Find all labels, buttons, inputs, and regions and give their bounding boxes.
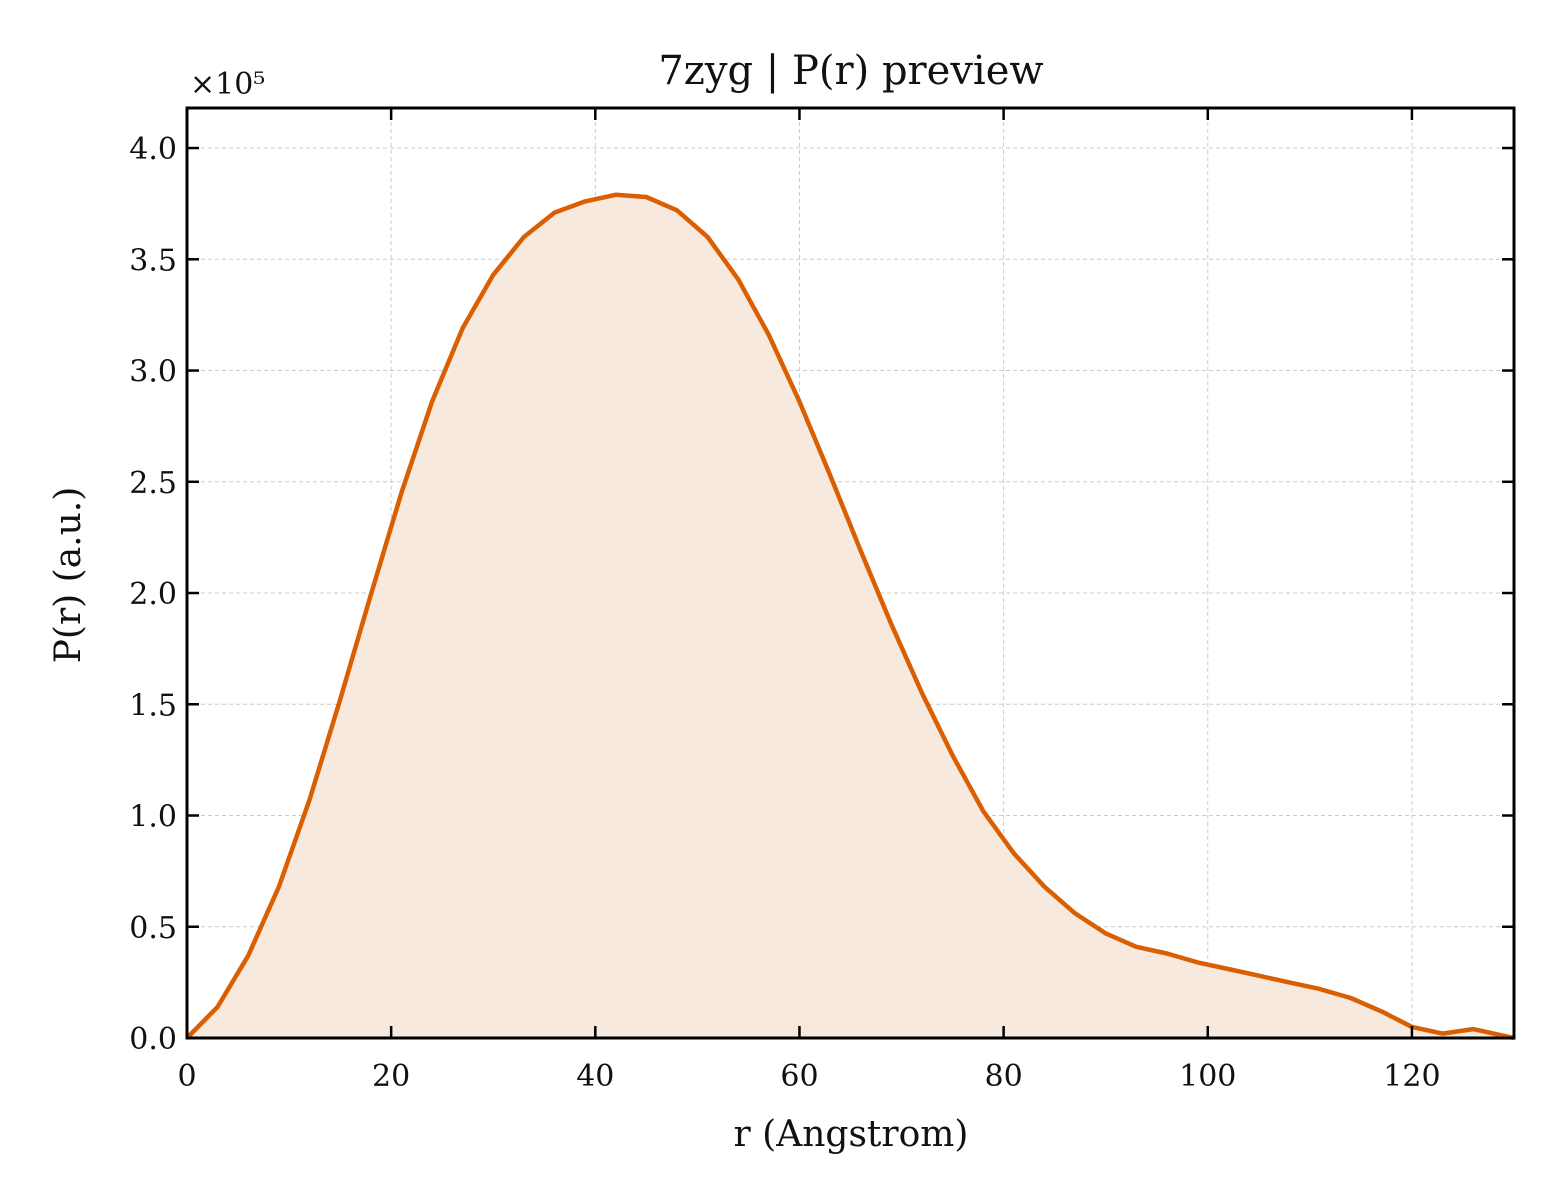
data-point — [400, 491, 403, 494]
pr-series-line — [185, 192, 1515, 1041]
y-tick-label: 0.5 — [129, 911, 177, 946]
axis-ticks: 0 20 40 60 80 100 120 0.0 0.5 1.0 1.5 2.0 2.5 3.0 3.5 4… — [129, 108, 1514, 1094]
data-point — [1380, 1010, 1383, 1013]
y-tick-label: 0.0 — [129, 1022, 177, 1057]
x-tick-label: 20 — [372, 1059, 410, 1094]
data-point — [1441, 1032, 1444, 1035]
y-axis-label: P(r) (a.u.) — [48, 487, 89, 664]
data-point — [645, 195, 648, 198]
data-point — [492, 273, 495, 276]
data-point — [982, 810, 985, 813]
data-point — [890, 623, 893, 626]
data-point — [737, 278, 740, 281]
y-tick-label: 1.5 — [129, 688, 177, 723]
data-point — [1349, 996, 1352, 999]
x-tick-label: 100 — [1179, 1059, 1236, 1094]
data-point — [951, 754, 954, 757]
data-point — [339, 698, 342, 701]
x-tick-label: 0 — [177, 1059, 196, 1094]
y-tick-label: 1.0 — [129, 800, 177, 835]
data-point — [1196, 961, 1199, 964]
data-point — [1012, 852, 1015, 855]
data-point — [216, 1005, 219, 1008]
data-point — [675, 209, 678, 212]
y-multiplier-label: ×10⁵ — [190, 67, 265, 102]
chart-title: 7zyg | P(r) preview — [658, 48, 1043, 94]
data-point — [308, 798, 311, 801]
data-point — [1043, 885, 1046, 888]
data-point — [767, 333, 770, 336]
x-tick-label: 80 — [985, 1059, 1023, 1094]
data-point — [1165, 952, 1168, 955]
x-tick-label: 60 — [780, 1059, 818, 1094]
data-point — [1135, 945, 1138, 948]
data-point — [369, 594, 372, 597]
data-point — [920, 692, 923, 695]
data-point — [1257, 974, 1260, 977]
x-tick-label: 40 — [576, 1059, 614, 1094]
data-point — [522, 236, 525, 239]
data-point — [1227, 968, 1230, 971]
data-point — [247, 954, 250, 957]
y-tick-label: 2.5 — [129, 466, 177, 501]
data-point — [553, 211, 556, 214]
data-point — [461, 327, 464, 330]
x-tick-label: 120 — [1383, 1059, 1440, 1094]
data-point — [584, 200, 587, 203]
data-point — [614, 193, 617, 196]
data-point — [859, 549, 862, 552]
y-tick-label: 4.0 — [129, 132, 177, 167]
data-point — [1104, 932, 1107, 935]
y-tick-label: 3.0 — [129, 355, 177, 390]
data-point — [829, 474, 832, 477]
data-point — [798, 400, 801, 403]
data-point — [1472, 1028, 1475, 1031]
data-point — [430, 400, 433, 403]
y-tick-label: 2.0 — [129, 577, 177, 612]
data-point — [706, 236, 709, 239]
y-tick-label: 3.5 — [129, 243, 177, 278]
data-point — [277, 885, 280, 888]
pr-area-fill — [187, 194, 1514, 1039]
x-axis-label: r (Angstrom) — [734, 1114, 969, 1155]
data-point — [1288, 981, 1291, 984]
plot-frame — [185, 106, 1516, 1040]
data-point — [1074, 912, 1077, 915]
data-point — [1319, 988, 1322, 991]
